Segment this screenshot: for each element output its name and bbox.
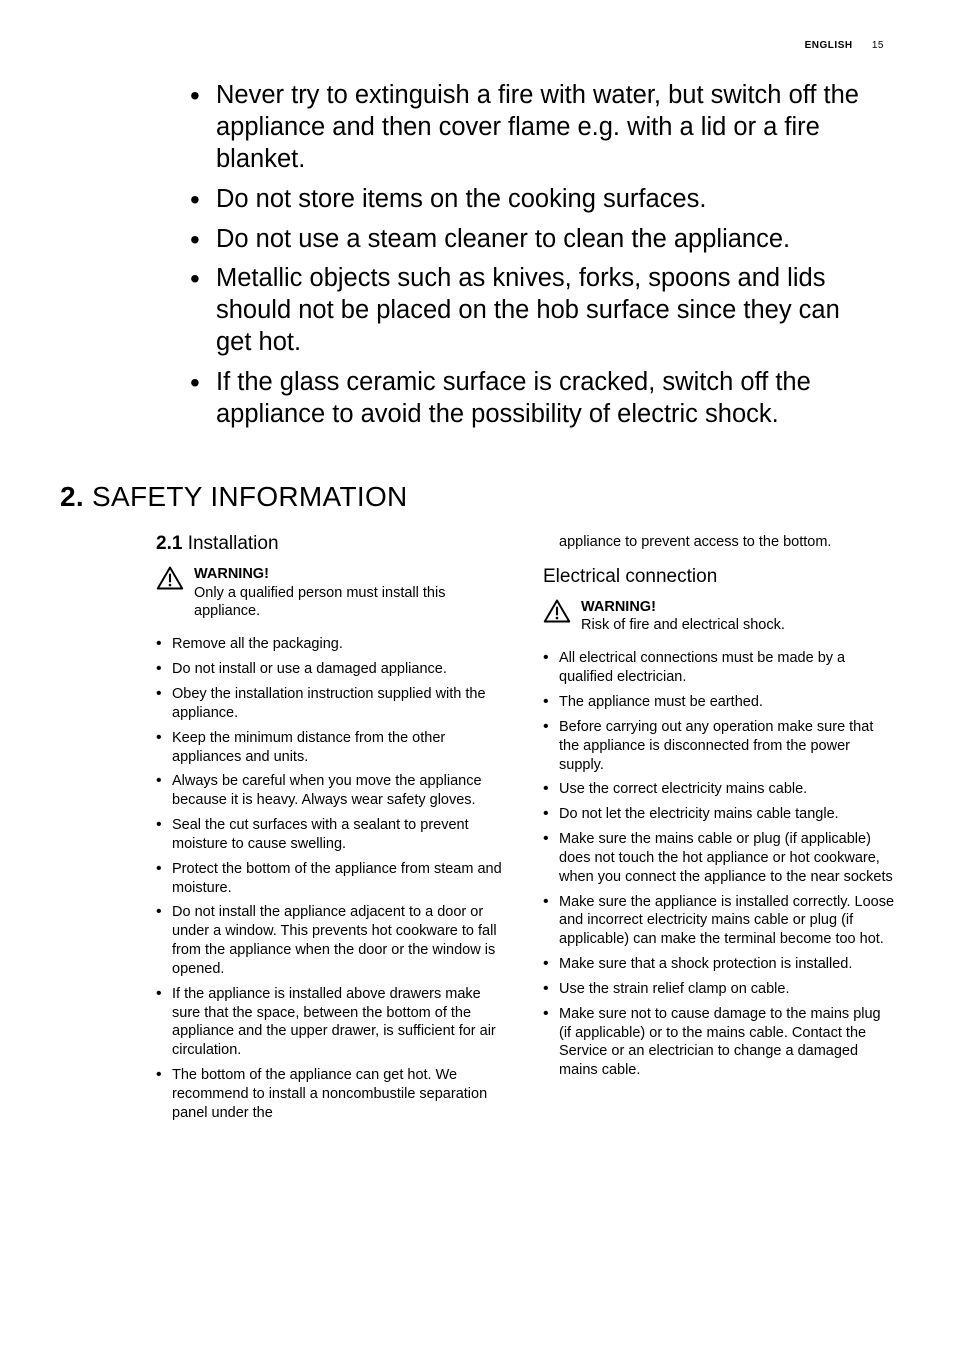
list-item: Make sure not to cause damage to the mai… <box>543 1005 894 1080</box>
list-item: Use the correct electricity mains cable. <box>543 780 894 799</box>
section-title: SAFETY INFORMATION <box>92 481 408 512</box>
list-item: Make sure the mains cable or plug (if ap… <box>543 830 894 887</box>
list-item: Protect the bottom of the appliance from… <box>156 860 507 898</box>
left-column: 2.1 Installation WARNING! Only a qualifi… <box>156 533 507 1137</box>
warning-block-installation: WARNING! Only a qualified person must in… <box>156 565 507 622</box>
list-item: Do not let the electricity mains cable t… <box>543 805 894 824</box>
language-label: ENGLISH <box>805 40 853 51</box>
warning-text: WARNING! Only a qualified person must in… <box>194 565 507 622</box>
list-item: Do not store items on the cooking surfac… <box>190 184 864 216</box>
list-item: Use the strain relief clamp on cable. <box>543 980 894 999</box>
list-item: Do not use a steam cleaner to clean the … <box>190 224 864 256</box>
warning-icon <box>156 565 184 591</box>
warning-body: Risk of fire and electrical shock. <box>581 617 785 633</box>
installation-list: Remove all the packaging. Do not install… <box>156 635 507 1122</box>
list-item: The appliance must be earthed. <box>543 693 894 712</box>
electrical-list: All electrical connections must be made … <box>543 649 894 1080</box>
list-item: Make sure the appliance is installed cor… <box>543 893 894 950</box>
warning-body: Only a qualified person must install thi… <box>194 585 445 620</box>
list-item: All electrical connections must be made … <box>543 649 894 687</box>
continuation-text: appliance to prevent access to the botto… <box>559 533 894 552</box>
right-column: appliance to prevent access to the botto… <box>543 533 894 1137</box>
section-number: 2. <box>60 481 84 512</box>
subsection-number: 2.1 <box>156 533 182 554</box>
list-item: Do not install the appliance adjacent to… <box>156 903 507 978</box>
list-item: Never try to extinguish a fire with wate… <box>190 80 864 176</box>
list-item: Do not install or use a damaged applianc… <box>156 660 507 679</box>
section-heading-safety: 2. SAFETY INFORMATION <box>60 481 894 513</box>
warning-label: WARNING! <box>581 599 656 615</box>
page-number: 15 <box>872 40 884 51</box>
list-item: Keep the minimum distance from the other… <box>156 729 507 767</box>
list-item: If the appliance is installed above draw… <box>156 985 507 1060</box>
page-header: ENGLISH 15 <box>805 40 884 51</box>
list-item: Always be careful when you move the appl… <box>156 772 507 810</box>
top-safety-bullets: Never try to extinguish a fire with wate… <box>190 80 864 431</box>
installation-heading: 2.1 Installation <box>156 533 507 555</box>
warning-text: WARNING! Risk of fire and electrical sho… <box>581 598 785 636</box>
warning-block-electrical: WARNING! Risk of fire and electrical sho… <box>543 598 894 636</box>
warning-label: WARNING! <box>194 566 269 582</box>
two-column-layout: 2.1 Installation WARNING! Only a qualifi… <box>156 533 894 1137</box>
list-item: Make sure that a shock protection is ins… <box>543 955 894 974</box>
list-item: The bottom of the appliance can get hot.… <box>156 1066 507 1123</box>
list-item: If the glass ceramic surface is cracked,… <box>190 367 864 431</box>
electrical-heading: Electrical connection <box>543 566 894 588</box>
subsection-title: Installation <box>188 533 279 554</box>
list-item: Obey the installation instruction suppli… <box>156 685 507 723</box>
list-item: Metallic objects such as knives, forks, … <box>190 263 864 359</box>
warning-icon <box>543 598 571 624</box>
list-item: Remove all the packaging. <box>156 635 507 654</box>
list-item: Before carrying out any operation make s… <box>543 718 894 775</box>
list-item: Seal the cut surfaces with a sealant to … <box>156 816 507 854</box>
